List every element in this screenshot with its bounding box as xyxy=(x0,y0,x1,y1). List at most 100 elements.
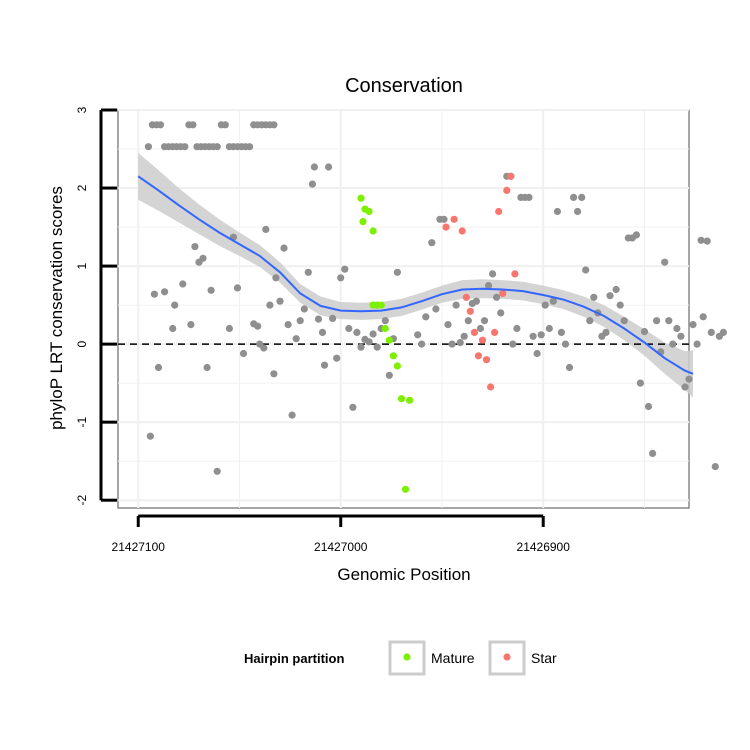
point-other-9 xyxy=(181,143,189,151)
point-other-73 xyxy=(333,354,341,362)
chart-title: Conservation xyxy=(345,75,463,97)
point-mature-9 xyxy=(393,362,401,370)
point-other-159 xyxy=(699,313,707,321)
data-points xyxy=(144,121,728,493)
point-star-5 xyxy=(470,328,478,336)
point-other-65 xyxy=(304,268,312,276)
point-other-125 xyxy=(561,340,570,348)
point-other-101 xyxy=(464,317,472,325)
point-star-13 xyxy=(503,186,511,194)
point-other-74 xyxy=(337,274,345,282)
point-other-75 xyxy=(341,265,349,273)
point-other-44 xyxy=(207,286,215,294)
point-other-72 xyxy=(329,314,337,322)
point-other-11 xyxy=(189,121,197,129)
point-other-3 xyxy=(156,121,165,129)
point-other-132 xyxy=(590,293,598,301)
point-other-38 xyxy=(179,280,187,288)
point-other-109 xyxy=(497,309,505,317)
point-other-138 xyxy=(616,301,624,309)
point-other-130 xyxy=(582,266,590,274)
point-other-155 xyxy=(685,375,693,383)
point-other-34 xyxy=(154,363,163,372)
point-other-126 xyxy=(565,363,574,372)
point-mature-10 xyxy=(397,395,406,403)
point-other-31 xyxy=(270,121,278,129)
point-other-128 xyxy=(574,207,582,216)
point-other-144 xyxy=(640,328,649,336)
point-other-93 xyxy=(432,305,440,313)
legend-label-mature: Mature xyxy=(431,650,475,666)
legend-label-star: Star xyxy=(531,650,557,666)
point-other-127 xyxy=(570,193,578,201)
point-other-70 xyxy=(320,361,329,369)
point-mature-13 xyxy=(359,218,367,226)
point-other-40 xyxy=(191,243,199,251)
x-axis-title: Genomic Position xyxy=(337,565,470,584)
point-other-64 xyxy=(300,305,308,313)
point-other-160 xyxy=(703,237,711,245)
point-other-59 xyxy=(280,244,288,252)
point-star-12 xyxy=(499,289,507,297)
point-mature-8 xyxy=(389,352,397,360)
point-other-150 xyxy=(665,317,673,325)
point-other-45 xyxy=(213,467,221,475)
point-other-99 xyxy=(456,339,464,347)
point-other-49 xyxy=(239,349,248,358)
point-other-146 xyxy=(649,449,657,457)
point-other-37 xyxy=(171,301,179,309)
point-other-90 xyxy=(418,340,426,348)
point-other-86 xyxy=(385,371,393,379)
point-mature-5 xyxy=(377,301,385,309)
point-other-135 xyxy=(602,328,610,336)
y-tick-label-3: 1 xyxy=(75,262,89,269)
point-other-142 xyxy=(632,231,641,239)
point-other-116 xyxy=(525,193,533,201)
point-other-154 xyxy=(681,383,689,391)
point-other-100 xyxy=(460,332,468,340)
point-other-95 xyxy=(440,215,448,223)
point-other-54 xyxy=(262,225,270,233)
point-star-10 xyxy=(491,328,499,336)
point-other-42 xyxy=(199,254,207,262)
point-other-105 xyxy=(480,317,489,325)
point-other-161 xyxy=(707,328,715,336)
y-tick-label-4: 2 xyxy=(75,184,89,191)
point-other-61 xyxy=(288,411,296,419)
x-tick-label-0: 21427100 xyxy=(112,540,166,554)
point-other-43 xyxy=(203,363,211,372)
point-other-82 xyxy=(369,330,377,338)
point-star-0 xyxy=(442,223,450,231)
point-other-97 xyxy=(448,340,456,348)
point-other-17 xyxy=(213,143,221,151)
point-other-92 xyxy=(428,239,436,247)
point-other-62 xyxy=(292,335,300,343)
point-other-60 xyxy=(284,321,292,329)
point-other-79 xyxy=(357,343,365,351)
y-tick-label-5: 3 xyxy=(75,106,89,113)
point-other-55 xyxy=(266,301,274,309)
point-other-108 xyxy=(493,293,501,301)
point-other-96 xyxy=(444,321,452,329)
point-star-4 xyxy=(466,307,474,315)
point-other-164 xyxy=(719,328,728,336)
point-other-76 xyxy=(345,324,353,333)
point-other-143 xyxy=(636,379,645,387)
point-star-1 xyxy=(450,215,458,223)
y-axis-title: phyloP LRT conservation scores xyxy=(47,186,66,430)
point-other-77 xyxy=(349,403,357,411)
y-tick-label-2: 0 xyxy=(75,340,89,347)
point-other-0 xyxy=(144,143,152,151)
point-other-152 xyxy=(673,324,681,333)
point-other-56 xyxy=(270,370,278,378)
point-other-33 xyxy=(150,290,158,298)
point-other-119 xyxy=(537,331,545,339)
point-other-78 xyxy=(353,328,361,336)
point-other-85 xyxy=(381,317,389,325)
legend-title: Hairpin partition xyxy=(244,651,344,666)
y-tick-label-1: -1 xyxy=(75,417,89,428)
point-other-117 xyxy=(529,332,537,340)
point-star-3 xyxy=(462,293,470,301)
x-tick-label-2: 21426900 xyxy=(517,540,571,554)
point-other-149 xyxy=(661,258,669,266)
